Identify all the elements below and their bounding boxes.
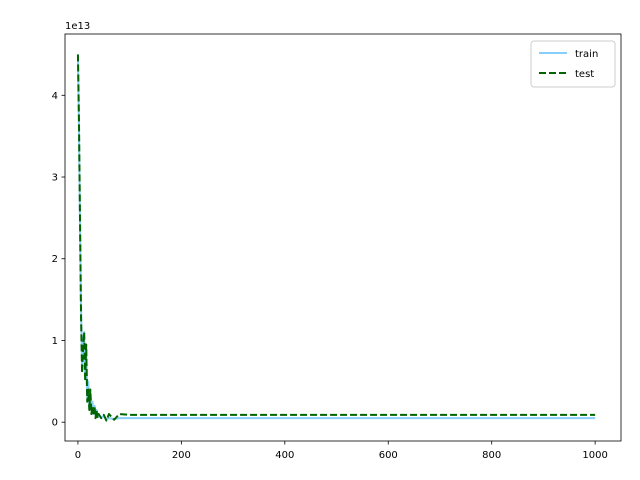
x-axis: 0 200 400 600 800 1000 — [75, 441, 608, 461]
y-tick-label: 1 — [52, 336, 58, 347]
x-tick-label: 400 — [275, 450, 294, 461]
y-tick-label: 3 — [52, 173, 58, 184]
axes-frame — [64, 33, 622, 442]
legend: train test — [530, 40, 616, 88]
plot-area — [76, 54, 596, 422]
y-tick-label: 2 — [52, 254, 58, 265]
series-line-train — [76, 54, 596, 421]
legend-label-train: train — [575, 49, 598, 60]
y-tick-label: 4 — [52, 91, 58, 102]
x-tick-label: 200 — [172, 450, 191, 461]
y-axis-offset-label: 1e13 — [65, 21, 90, 32]
x-tick-label: 0 — [75, 450, 81, 461]
y-tick-label: 0 — [52, 418, 58, 429]
x-tick-label: 800 — [482, 450, 501, 461]
series-line-test — [76, 54, 596, 422]
x-tick-label: 1000 — [582, 450, 607, 461]
legend-label-test: test — [575, 69, 594, 80]
legend-box — [530, 40, 616, 88]
y-axis: 0 1 2 3 4 — [52, 91, 65, 429]
x-tick-label: 600 — [379, 450, 398, 461]
